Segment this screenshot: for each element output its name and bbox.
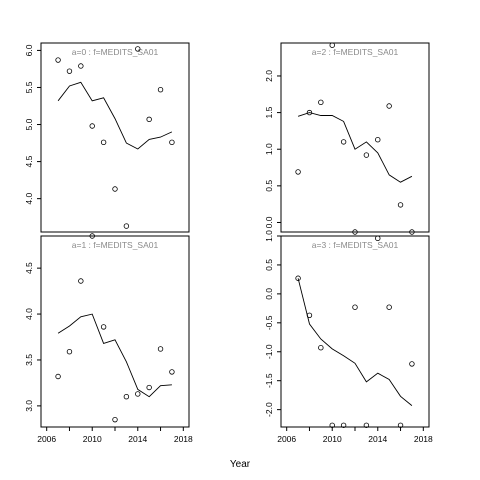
data-point [146, 116, 152, 123]
y-tick-label: -0.5 [264, 315, 274, 330]
data-point [66, 68, 73, 74]
data-point [135, 46, 141, 52]
y-tick-label: 3.0 [24, 400, 34, 412]
data-point [78, 278, 84, 284]
data-point [55, 57, 61, 63]
data-point [123, 393, 130, 400]
y-tick-label: 0.0 [264, 288, 274, 300]
panel-frame [40, 42, 190, 233]
data-point [340, 422, 347, 428]
data-point [78, 63, 84, 69]
data-point [100, 324, 107, 330]
data-point [363, 422, 370, 428]
data-point [295, 169, 301, 175]
x-tick-label: 2006 [37, 434, 56, 444]
panel-title: a=1 : f=MEDITS_SA01 [72, 240, 159, 250]
data-point [100, 139, 107, 146]
x-tick-label: 2014 [368, 434, 387, 444]
y-tick-label: -1.0 [264, 344, 274, 359]
data-point [409, 229, 415, 235]
x-tick-label: 2014 [128, 434, 147, 444]
data-point [89, 123, 95, 129]
x-tick-label: 2006 [277, 434, 296, 444]
data-point [375, 136, 381, 143]
fit-line [57, 81, 173, 150]
data-point [112, 416, 118, 423]
fit-line [297, 112, 413, 183]
y-tick-label: 0.0 [264, 216, 274, 228]
y-tick-label: 1.0 [264, 230, 274, 242]
data-point [352, 304, 358, 310]
x-tick-label: 2010 [323, 434, 342, 444]
panel-2: a=1 : f=MEDITS_SA01 3.0 3.5 4.0 4.5 2006 2010 2… [24, 233, 193, 444]
panel-0: a=0 : f=MEDITS_SA01 4.0 4.5 5.0 5.5 6.0 [24, 42, 190, 233]
x-tick-label: 2018 [414, 434, 433, 444]
data-point [295, 275, 301, 281]
y-tick-label: 4.0 [24, 308, 34, 320]
panel-title: a=2 : f=MEDITS_SA01 [312, 47, 399, 57]
data-point [340, 139, 347, 145]
data-point [146, 384, 152, 391]
data-point [329, 422, 335, 428]
x-axis-label: Year [230, 459, 251, 470]
y-tick-label: 5.5 [24, 81, 34, 93]
y-tick-label: 3.5 [24, 354, 34, 366]
y-tick-label: 1.0 [264, 143, 274, 155]
panel-frame [280, 235, 430, 428]
y-tick-label: -1.5 [264, 373, 274, 388]
y-tick-label: 5.0 [24, 118, 34, 130]
y-tick-label: -2.0 [264, 402, 274, 417]
y-tick-label: 2.0 [264, 70, 274, 82]
y-tick-label: 4.5 [24, 262, 34, 274]
data-point [397, 422, 404, 428]
data-point [318, 345, 324, 351]
data-point [397, 202, 404, 208]
data-point [135, 391, 141, 397]
y-tick-label: 0.5 [264, 259, 274, 271]
y-tick-label: 1.5 [264, 106, 274, 118]
data-point [89, 233, 95, 239]
data-point [318, 99, 324, 106]
data-point [169, 369, 175, 375]
data-point [66, 349, 73, 355]
data-point [157, 86, 164, 93]
data-point [329, 42, 335, 48]
panel-frame [280, 42, 430, 233]
panel-1: a=2 : f=MEDITS_SA01 0.0 0.5 1.0 1.5 2.0 [264, 42, 430, 235]
data-point [169, 139, 175, 146]
data-point [409, 361, 415, 367]
data-point [363, 152, 370, 158]
x-tick-label: 2010 [83, 434, 102, 444]
data-point [157, 346, 164, 352]
data-point [123, 223, 130, 229]
panel-3: a=3 : f=MEDITS_SA01 -2.0 -1.5 -1.0 -0.5 0.0 0.… [264, 230, 433, 444]
y-tick-label: 0.5 [264, 180, 274, 192]
panel-frame [40, 235, 190, 428]
data-point [375, 235, 381, 242]
y-tick-label: 4.0 [24, 192, 34, 204]
fit-line [297, 278, 413, 406]
x-tick-label: 2018 [174, 434, 193, 444]
data-point [55, 373, 61, 380]
data-point [112, 186, 118, 192]
y-tick-label: 6.0 [24, 44, 34, 56]
data-point [306, 109, 313, 116]
data-point [386, 103, 392, 109]
y-tick-label: 4.5 [24, 155, 34, 167]
fit-line [57, 313, 172, 398]
data-point [352, 229, 358, 235]
data-point [386, 304, 392, 310]
panel-title: a=0 : f=MEDITS_SA01 [72, 47, 159, 57]
panel-title: a=3 : f=MEDITS_SA01 [312, 240, 399, 250]
data-point [306, 312, 313, 318]
